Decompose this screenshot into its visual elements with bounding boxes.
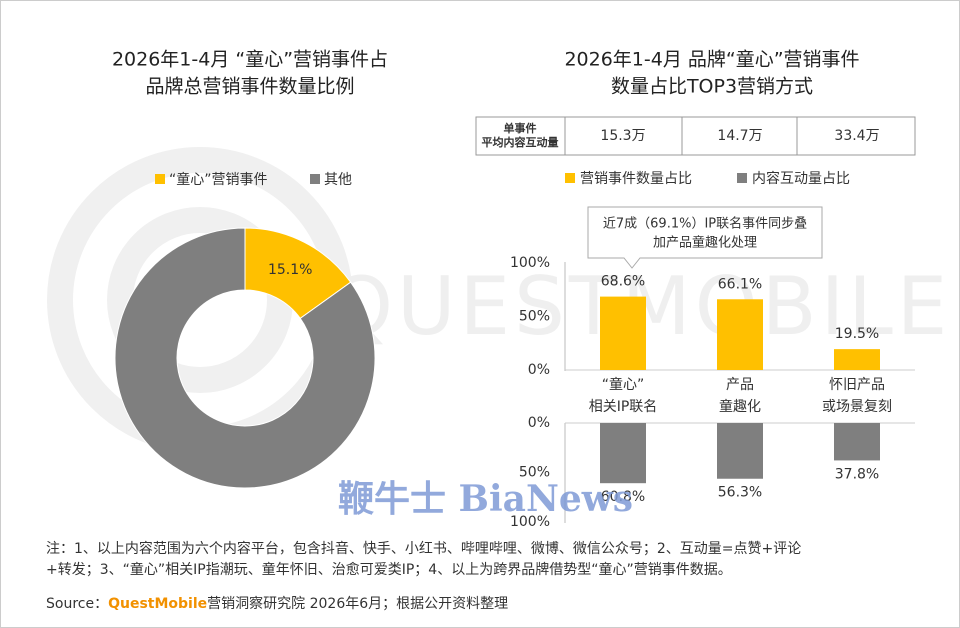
y2-tick-label: 0% — [528, 415, 550, 431]
legend-swatch — [565, 173, 575, 183]
y-tick-label: 0% — [528, 362, 550, 378]
data-label: 19.5% — [835, 326, 879, 342]
legend-swatch — [155, 174, 165, 184]
donut-slice — [114, 227, 376, 489]
chart-title: 2026年1-4月 品牌“童心”营销事件 — [564, 49, 859, 71]
watermark: 鞭牛士 BiaNews — [338, 478, 633, 520]
y-tick-label: 100% — [510, 255, 550, 271]
table-label: 单事件 — [504, 121, 537, 135]
table-cell: 14.7万 — [717, 128, 762, 144]
x-tick-label: 童趣化 — [719, 398, 761, 415]
legend-swatch — [737, 173, 747, 183]
source: Source：QuestMobile营销洞察研究院 2026年6月；根据公开资料… — [46, 595, 508, 612]
bar — [717, 299, 763, 370]
source-part: 营销洞察研究院 2026年6月；根据公开资料整理 — [207, 595, 508, 612]
annotation: 加产品童趣化处理 — [653, 235, 757, 251]
data-label: 56.3% — [718, 485, 762, 501]
y2-tick-label: 100% — [510, 514, 550, 530]
x-tick-label: 产品 — [726, 377, 754, 393]
table-frame — [475, 116, 916, 156]
y2-tick-label: 50% — [519, 465, 550, 481]
x-tick-label: 相关IP联名 — [589, 399, 658, 415]
bar — [834, 349, 880, 370]
legend-label: 其他 — [324, 172, 352, 188]
bar — [834, 423, 880, 461]
table-cell: 33.4万 — [834, 128, 879, 144]
x-tick-label: “童心” — [602, 376, 645, 393]
bar — [717, 423, 763, 479]
note: +转发；3、“童心”相关IP指潮玩、童年怀旧、治愈可爱类IP；4、以上为跨界品牌… — [46, 561, 732, 578]
annotation: 近7成（69.1%）IP联名事件同步叠 — [603, 216, 807, 232]
legend-swatch — [310, 174, 320, 184]
source-part: Source： — [46, 596, 108, 612]
legend-label: 营销事件数量占比 — [580, 171, 692, 187]
legend-label: 内容互动量占比 — [752, 170, 850, 187]
data-label: 60.8% — [601, 489, 645, 505]
source-part: QuestMobile — [108, 596, 207, 612]
note: 注：1、以上内容范围为六个内容平台，包含抖音、快手、小红书、哔哩哔哩、微博、微信… — [46, 540, 801, 557]
chart-title: 2026年1-4月 “童心”营销事件占 — [112, 49, 388, 71]
chart-title: 数量占比TOP3营销方式 — [611, 76, 813, 98]
data-label: 15.1% — [268, 262, 312, 278]
chart-title: 品牌总营销事件数量比例 — [145, 76, 354, 98]
data-label: 37.8% — [835, 466, 879, 482]
y-tick-label: 50% — [519, 309, 550, 325]
annotation-box — [587, 206, 823, 269]
x-tick-label: 怀旧产品 — [829, 377, 885, 393]
bar — [600, 423, 646, 484]
legend-label: “童心”营销事件 — [169, 171, 268, 188]
table-cell: 15.3万 — [600, 128, 645, 144]
data-label: 68.6% — [601, 274, 645, 290]
x-tick-label: 或场景复刻 — [822, 398, 892, 415]
table-label: 平均内容互动量 — [482, 135, 559, 149]
bar — [600, 296, 646, 370]
data-label: 66.1% — [718, 276, 762, 292]
